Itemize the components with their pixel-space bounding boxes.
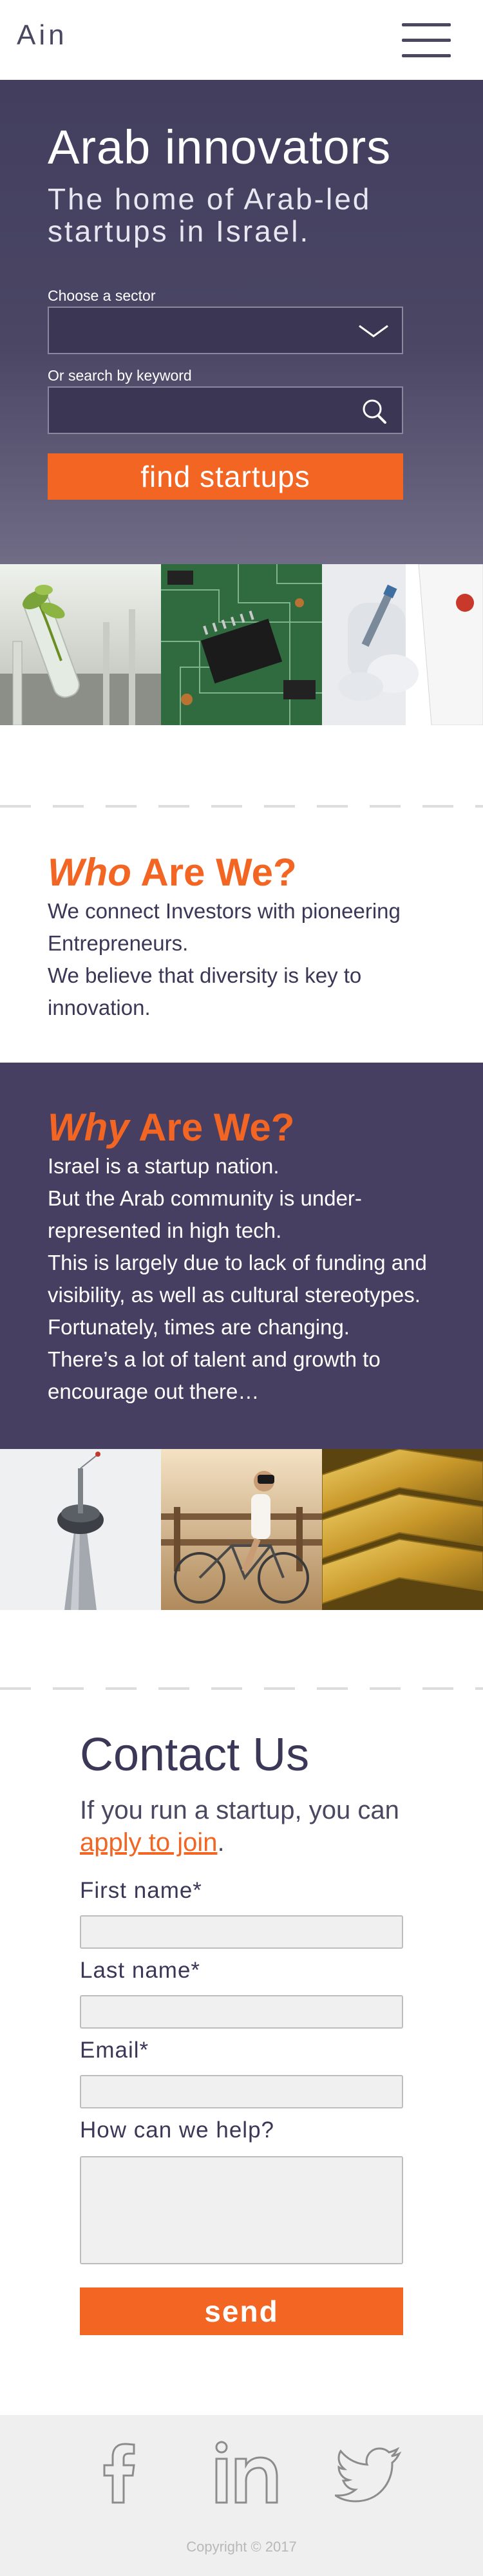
image-strip-top bbox=[0, 564, 483, 725]
twitter-icon[interactable] bbox=[335, 2438, 406, 2509]
email-label: Email* bbox=[80, 2038, 149, 2063]
lab-technician-image bbox=[322, 564, 483, 725]
section-divider bbox=[0, 805, 483, 808]
why-line: This is largely due to lack of funding a… bbox=[48, 1251, 427, 1307]
chevron-down-icon bbox=[359, 325, 388, 337]
facebook-icon[interactable] bbox=[84, 2438, 155, 2509]
keyword-label: Or search by keyword bbox=[48, 367, 192, 384]
sector-label: Choose a sector bbox=[48, 287, 156, 304]
first-name-label: First name* bbox=[80, 1878, 202, 1903]
contact-title: Contact Us bbox=[80, 1729, 310, 1781]
sector-select[interactable] bbox=[48, 307, 403, 354]
hamburger-menu-icon[interactable] bbox=[402, 23, 451, 59]
who-section: Who Are We? We connect Investors with pi… bbox=[0, 837, 483, 1063]
help-label: How can we help? bbox=[80, 2117, 274, 2143]
why-title: Why Are We? bbox=[48, 1106, 295, 1149]
contact-intro: If you run a startup, you can apply to j… bbox=[80, 1796, 399, 1857]
first-name-field[interactable] bbox=[80, 1915, 403, 1949]
who-body: We connect Investors with pioneering Ent… bbox=[48, 895, 447, 1024]
why-section: Why Are We? Israel is a startup nation. … bbox=[0, 1063, 483, 1449]
hero-section: Arab innovators The home of Arab-led sta… bbox=[0, 80, 483, 564]
section-divider bbox=[0, 1687, 483, 1690]
search-icon[interactable] bbox=[357, 398, 390, 424]
copyright-text: Copyright © 2017 bbox=[186, 2539, 297, 2555]
who-title: Who Are We? bbox=[48, 851, 297, 894]
send-button[interactable]: send bbox=[80, 2287, 403, 2335]
who-line: We believe that diversity is key to inno… bbox=[48, 963, 362, 1019]
keyword-input[interactable] bbox=[49, 388, 345, 433]
image-strip-bottom bbox=[0, 1449, 483, 1610]
plant-test-tube-image bbox=[0, 564, 161, 725]
why-line: Fortunately, times are changing. bbox=[48, 1315, 350, 1339]
last-name-label: Last name* bbox=[80, 1958, 201, 1983]
logo[interactable]: Ain bbox=[17, 19, 68, 51]
apply-to-join-link[interactable]: apply to join bbox=[80, 1828, 218, 1857]
why-line: Israel is a startup nation. bbox=[48, 1154, 279, 1178]
hero-title: Arab innovators bbox=[48, 120, 392, 174]
why-line: There’s a lot of talent and growth to en… bbox=[48, 1347, 381, 1403]
help-message-field[interactable] bbox=[80, 2156, 403, 2264]
footer: Copyright © 2017 bbox=[0, 2415, 483, 2576]
tv-tower-image bbox=[0, 1449, 161, 1610]
keyword-search-field[interactable] bbox=[48, 386, 403, 434]
email-field[interactable] bbox=[80, 2075, 403, 2108]
vr-bicycle-image bbox=[161, 1449, 322, 1610]
gold-bars-image bbox=[322, 1449, 483, 1610]
who-line: We connect Investors with pioneering Ent… bbox=[48, 899, 401, 955]
find-startups-button[interactable]: find startups bbox=[48, 453, 403, 500]
last-name-field[interactable] bbox=[80, 1995, 403, 2029]
why-line: But the Arab community is under-represen… bbox=[48, 1186, 362, 1242]
contact-section: Contact Us If you run a startup, you can… bbox=[0, 1700, 483, 2415]
linkedin-icon[interactable] bbox=[213, 2438, 283, 2509]
why-body: Israel is a startup nation. But the Arab… bbox=[48, 1150, 460, 1408]
hero-subtitle: The home of Arab-led startups in Israel. bbox=[48, 182, 372, 248]
circuit-board-image bbox=[161, 564, 322, 725]
top-bar: Ain bbox=[0, 0, 483, 80]
